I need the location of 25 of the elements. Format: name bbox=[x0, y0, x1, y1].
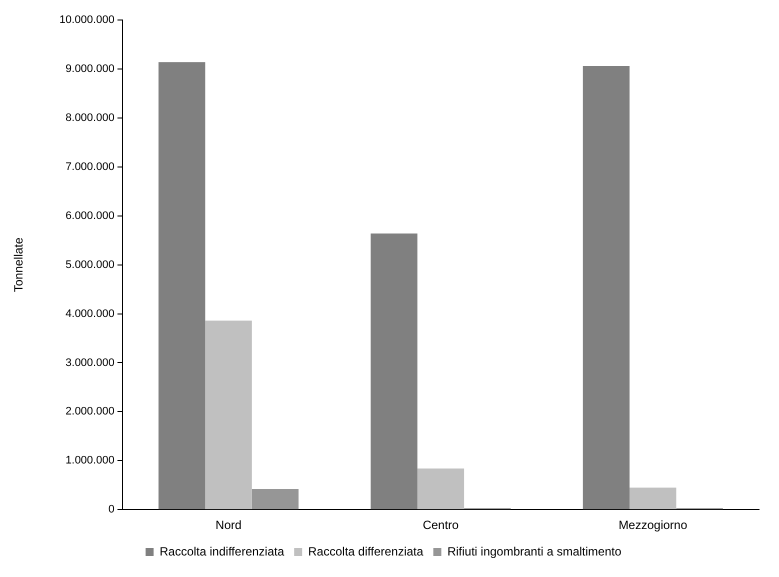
x-tick-label: Nord bbox=[216, 518, 242, 532]
legend-label: Raccolta indifferenziata bbox=[160, 544, 284, 558]
y-tick-label: 6.000.000 bbox=[66, 210, 114, 222]
legend-label: Raccolta differenziata bbox=[308, 544, 424, 558]
bar bbox=[158, 62, 206, 510]
y-tick-label: 9.000.000 bbox=[66, 62, 114, 75]
y-tick-label: 5.000.000 bbox=[66, 258, 114, 271]
y-tick-label: 7.000.000 bbox=[66, 160, 114, 173]
y-axis-title: Tonnellate bbox=[12, 237, 26, 292]
bar bbox=[582, 66, 630, 510]
y-tick-label: 1.000.000 bbox=[66, 454, 114, 467]
x-tick-label: Centro bbox=[422, 518, 460, 532]
y-tick-label: 8.000.000 bbox=[66, 112, 114, 124]
bar bbox=[417, 468, 464, 510]
y-tick-label: 3.000.000 bbox=[66, 356, 114, 369]
x-tick-label: Mezzogiorno bbox=[618, 518, 688, 532]
bar bbox=[205, 320, 252, 510]
bar bbox=[370, 233, 418, 510]
bar bbox=[252, 489, 299, 510]
y-tick-label: 10.000.000 bbox=[59, 14, 114, 26]
y-tick-label: 0 bbox=[108, 504, 114, 516]
legend-label: Rifiuti ingombranti a smaltimento bbox=[447, 544, 622, 558]
y-tick-label: 4.000.000 bbox=[66, 308, 114, 320]
bar bbox=[630, 488, 676, 510]
y-tick-label: 2.000.000 bbox=[66, 406, 114, 418]
